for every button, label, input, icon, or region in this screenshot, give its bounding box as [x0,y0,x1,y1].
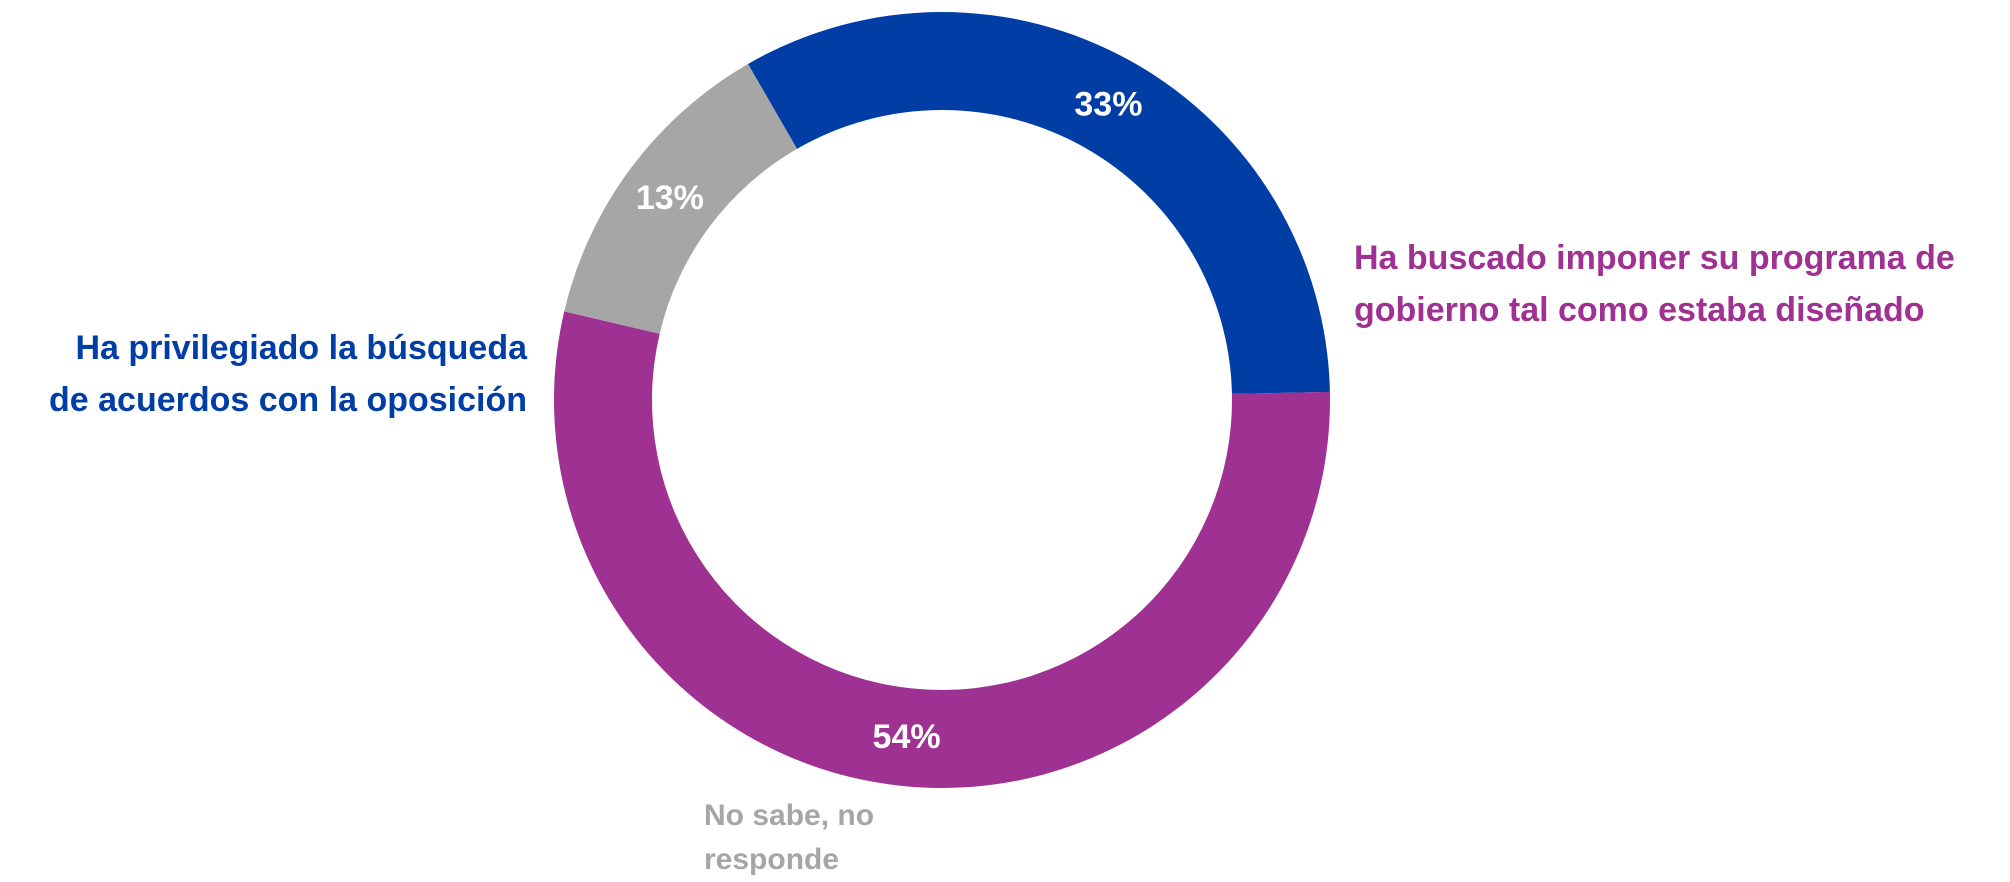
donut-slice-imponer [554,311,1330,788]
category-label-line: Ha buscado imponer su programa de [1354,239,1955,277]
category-label-line: gobierno tal como estaba diseñado [1354,291,1925,329]
category-label-imponer: Ha buscado imponer su programa de gobier… [1354,232,1955,336]
value-label-acuerdos: 33% [1074,86,1142,124]
donut-slice-no-sabe [564,63,797,334]
donut-slice-acuerdos [748,12,1330,394]
category-label-line: No sabe, no [704,799,875,832]
value-label-imponer: 54% [873,718,941,756]
donut-slices [554,12,1330,788]
category-label-line: responde [704,843,840,876]
value-label-no-sabe: 13% [636,179,704,217]
category-label-line: Ha privilegiado la búsqueda [75,329,527,367]
category-label-line: de acuerdos con la oposición [49,381,527,419]
donut-value-labels: 33% 54% 13% [636,86,1143,756]
category-label-no-sabe: No sabe, no responde [704,794,874,882]
category-label-acuerdos: Ha privilegiado la búsqueda de acuerdos … [49,322,527,426]
